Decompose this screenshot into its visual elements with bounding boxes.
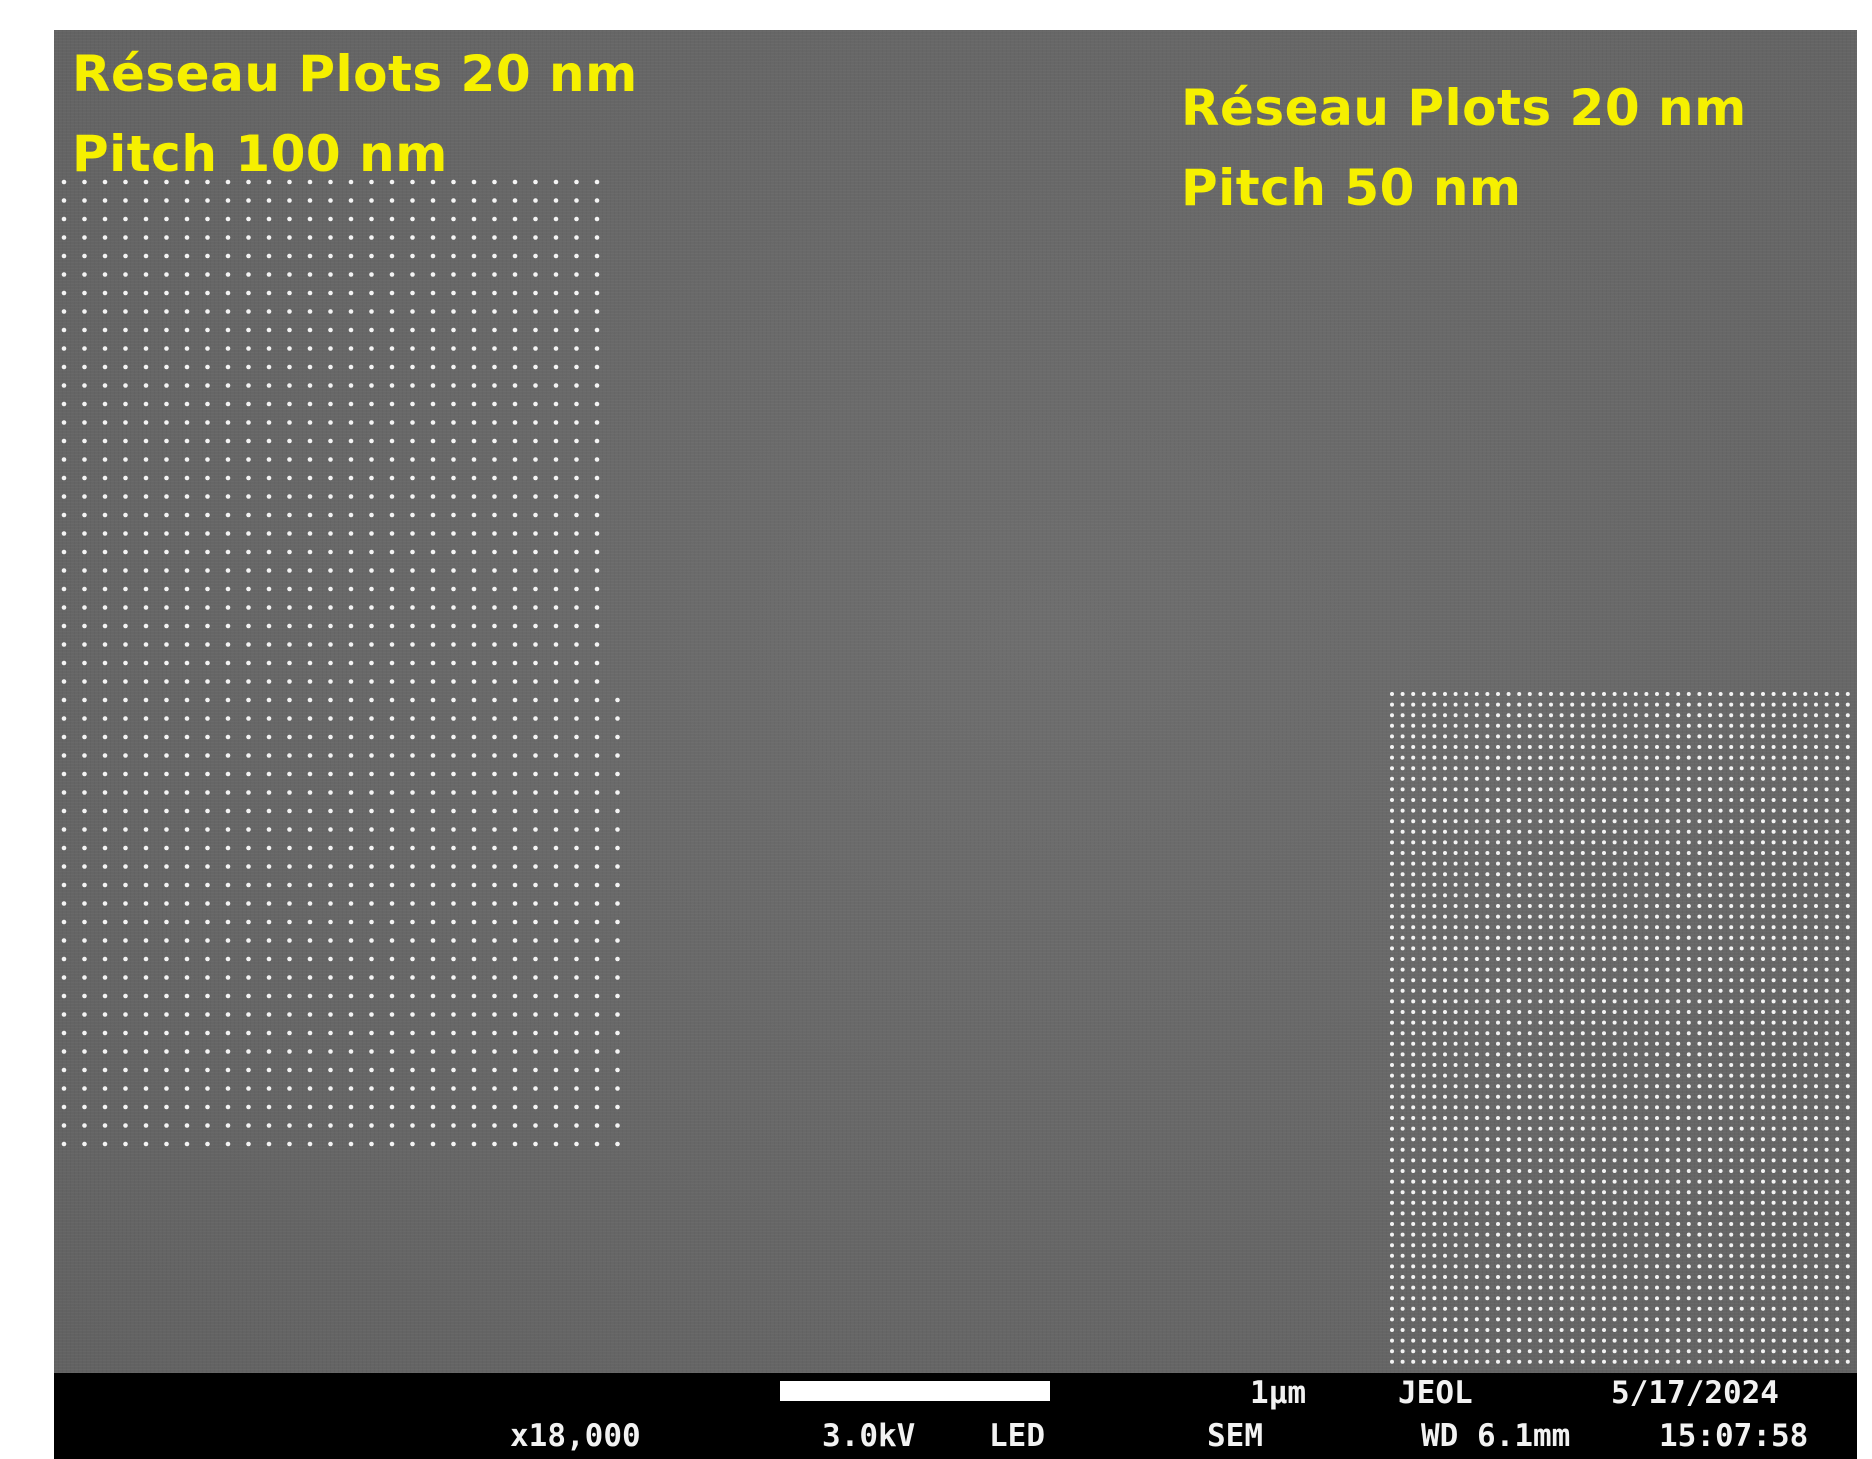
dot-arrays: [61, 179, 1850, 1364]
right-array-label-pitch: Pitch 50 nm: [1181, 159, 1522, 217]
left-array-label-title: Réseau Plots 20 nm: [72, 45, 638, 103]
noise-texture: [54, 30, 1857, 1373]
detector-label: LED: [989, 1418, 1045, 1454]
sem-micrograph: Réseau Plots 20 nm Pitch 100 nm Réseau P…: [54, 30, 1857, 1459]
dot-array-pitch-100nm: [61, 179, 620, 1147]
voltage-label: 3.0kV: [822, 1418, 916, 1454]
mode-label: SEM: [1207, 1418, 1263, 1454]
sem-image-area: Réseau Plots 20 nm Pitch 100 nm Réseau P…: [54, 30, 1857, 1373]
scale-bar: [780, 1381, 1050, 1401]
left-array-label-pitch: Pitch 100 nm: [72, 125, 448, 183]
time-label: 15:07:58: [1659, 1418, 1809, 1454]
date-label: 5/17/2024: [1611, 1375, 1779, 1411]
magnification-label: x18,000: [510, 1418, 641, 1454]
right-array-label-title: Réseau Plots 20 nm: [1181, 79, 1747, 137]
brand-label: JEOL: [1398, 1375, 1473, 1411]
scale-label: 1µm: [1250, 1375, 1306, 1411]
dot-array-pitch-50nm: [1390, 692, 1850, 1364]
sem-info-bar: 1µm JEOL 5/17/2024 x18,000 3.0kV LED SEM…: [54, 1373, 1857, 1459]
working-distance-label: WD 6.1mm: [1421, 1418, 1571, 1454]
